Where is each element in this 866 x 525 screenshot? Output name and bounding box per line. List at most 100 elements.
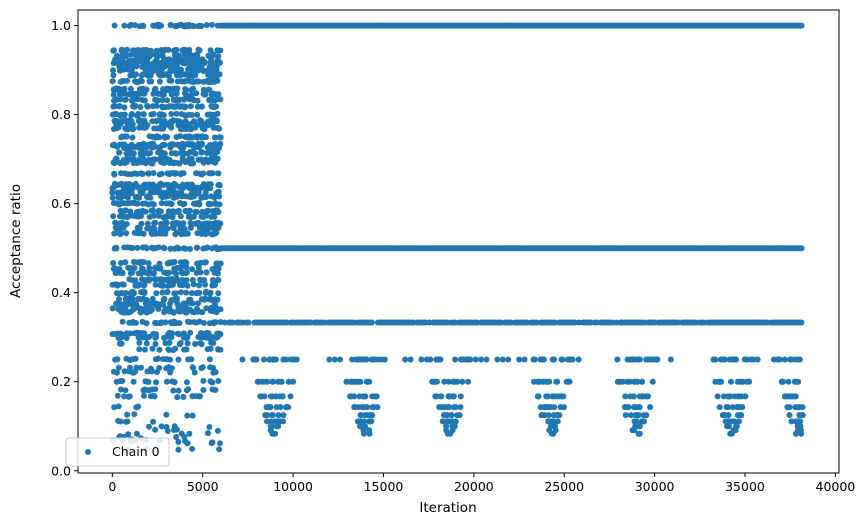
data-point <box>200 387 207 393</box>
data-point <box>142 208 149 215</box>
data-point <box>203 305 210 312</box>
data-point <box>575 356 582 363</box>
data-point <box>184 125 191 132</box>
x-axis: 0 5000 10000 15000 20000 25000 30000 35000 40000 <box>108 473 855 494</box>
data-point <box>111 22 118 29</box>
data-point <box>535 393 542 400</box>
data-point <box>629 356 636 363</box>
data-point <box>788 418 795 425</box>
x-tick-label: 40000 <box>816 479 856 494</box>
data-point <box>179 282 186 289</box>
data-point <box>441 412 447 419</box>
data-point <box>188 194 194 201</box>
data-point <box>209 277 216 283</box>
data-point <box>187 103 194 110</box>
data-point <box>132 102 139 109</box>
data-point <box>269 430 276 437</box>
data-point <box>122 333 129 340</box>
data-point <box>148 230 155 237</box>
data-point <box>210 369 217 376</box>
data-point <box>196 201 203 208</box>
data-point <box>198 184 205 191</box>
data-point <box>369 356 376 363</box>
data-point <box>150 225 156 232</box>
data-point <box>214 427 221 434</box>
data-point <box>199 170 206 177</box>
data-point <box>467 356 474 363</box>
data-point <box>521 356 528 363</box>
data-point <box>217 134 224 141</box>
data-point <box>135 270 142 277</box>
data-point <box>136 194 143 201</box>
data-point <box>792 430 799 437</box>
data-point <box>147 72 154 79</box>
data-point <box>145 260 152 267</box>
data-point <box>119 219 126 226</box>
data-point <box>168 124 175 131</box>
data-point <box>113 245 120 252</box>
data-point <box>152 426 159 433</box>
data-point <box>212 296 219 303</box>
data-point <box>110 72 117 79</box>
data-point <box>132 355 139 362</box>
data-point <box>173 159 179 166</box>
data-point <box>111 160 118 167</box>
data-point <box>367 418 374 425</box>
data-point <box>142 378 149 385</box>
data-point <box>164 212 171 219</box>
data-point <box>437 393 444 400</box>
data-point <box>128 269 135 276</box>
data-point <box>156 134 163 141</box>
data-point <box>207 193 214 200</box>
data-point <box>116 112 123 119</box>
data-point <box>277 378 284 385</box>
data-point <box>110 91 117 98</box>
x-tick-label: 25000 <box>544 479 584 494</box>
data-point <box>798 430 805 437</box>
data-point <box>116 201 123 208</box>
data-point <box>115 403 122 410</box>
data-point <box>168 111 175 117</box>
data-point <box>164 134 171 140</box>
data-point <box>135 295 142 302</box>
data-point <box>174 193 181 200</box>
data-point <box>196 22 203 29</box>
data-point <box>121 213 128 220</box>
data-point <box>110 47 117 54</box>
data-point <box>550 430 557 437</box>
data-point <box>798 245 805 252</box>
data-point <box>191 23 198 30</box>
data-point <box>187 246 193 252</box>
data-point <box>561 404 567 411</box>
data-point <box>152 281 159 288</box>
data-point <box>736 393 742 400</box>
data-point <box>537 356 544 363</box>
data-point <box>564 356 571 363</box>
data-point <box>114 143 121 150</box>
data-point <box>135 403 142 410</box>
data-point <box>279 393 286 400</box>
data-point <box>167 369 174 376</box>
data-point <box>326 356 333 363</box>
data-point <box>290 378 297 385</box>
data-point <box>175 183 182 190</box>
data-point <box>136 86 143 93</box>
data-point <box>207 308 214 314</box>
data-point <box>183 379 190 386</box>
data-point <box>139 96 146 103</box>
data-point <box>155 207 162 214</box>
data-point <box>140 90 147 97</box>
data-point <box>287 393 294 400</box>
data-point <box>193 244 200 251</box>
data-point <box>177 72 184 79</box>
data-point <box>126 184 132 191</box>
data-point <box>159 97 166 104</box>
data-point <box>624 356 631 363</box>
data-point <box>138 364 144 371</box>
data-point <box>114 392 121 399</box>
data-point <box>134 244 141 251</box>
data-point <box>146 213 153 220</box>
data-point <box>727 430 734 437</box>
data-point <box>203 334 209 341</box>
data-point <box>123 355 130 362</box>
